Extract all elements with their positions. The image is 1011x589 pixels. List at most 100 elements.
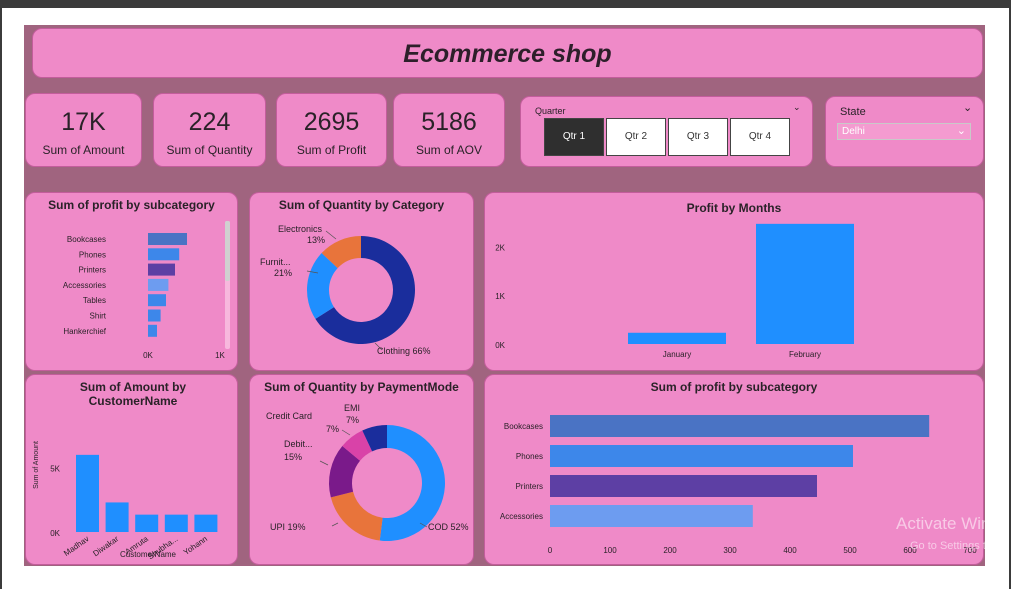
- tick-label: 0K: [143, 351, 153, 360]
- tick-label: 2K: [495, 243, 505, 252]
- category-label: Diwakar: [91, 534, 120, 558]
- kpi-card-aov[interactable]: 5186 Sum of AOV: [393, 93, 505, 167]
- leader-line: [331, 522, 339, 527]
- slice-label: Electronics: [278, 224, 323, 234]
- leader-line: [306, 270, 319, 274]
- quarter-option-qtr2[interactable]: Qtr 2: [606, 118, 666, 156]
- kpi-value: 224: [188, 108, 231, 136]
- tick-label: 1K: [215, 351, 225, 360]
- bar: [550, 445, 853, 467]
- category-label: Shirt: [90, 312, 107, 321]
- category-label: Phones: [516, 452, 543, 461]
- chart-card-amount-customer[interactable]: Sum of Amount by CustomerName 0K 5K Madhav…: [25, 374, 238, 565]
- chart-title: Sum of Amount by CustomerName: [79, 380, 187, 408]
- window-top-border: [0, 0, 1011, 8]
- kpi-label: Sum of AOV: [415, 143, 483, 157]
- kpi-value: 17K: [61, 108, 106, 136]
- bar: [550, 415, 930, 437]
- chevron-down-icon[interactable]: ⌄: [963, 102, 973, 114]
- slice-label: UPI 19%: [270, 522, 306, 532]
- chevron-down-icon[interactable]: ⌄: [793, 102, 801, 112]
- bar: [148, 324, 157, 337]
- chart-profit-months: 0K 1K 2K January February: [495, 223, 854, 359]
- bar: [105, 502, 129, 532]
- scrollbar-thumb: [225, 221, 230, 281]
- chart-title: Sum of Quantity by Category: [278, 198, 445, 212]
- category-label: Printers: [78, 266, 106, 275]
- chart-card-quantity-category[interactable]: Sum of Quantity by Category Clothing 66%…: [249, 192, 474, 371]
- leader-line: [325, 230, 337, 240]
- donut-slice: [315, 236, 415, 344]
- quarter-option-qtr3[interactable]: Qtr 3: [668, 118, 728, 156]
- slice-label: Furnit...: [260, 257, 291, 267]
- kpi-card-quantity[interactable]: 224 Sum of Quantity: [153, 93, 266, 167]
- kpi-card-profit[interactable]: 2695 Sum of Profit: [276, 93, 387, 167]
- state-dropdown-value: Delhi: [842, 126, 865, 137]
- leader-line: [341, 429, 351, 436]
- tick-label: 600: [903, 546, 917, 555]
- kpi-value: 5186: [421, 108, 477, 136]
- kpi-value: 2695: [303, 108, 360, 136]
- chevron-down-icon: ⌄: [956, 125, 966, 137]
- kpi-label: Sum of Profit: [296, 143, 367, 157]
- bar: [76, 454, 99, 532]
- category-label: February: [789, 350, 821, 359]
- chart-profit-subcategory-large: Bookcases Phones Printers Accessories 0 100 20…: [500, 415, 977, 555]
- y-axis-label: Sum of Amount: [33, 441, 40, 489]
- chart-title: Sum of Quantity by PaymentMode: [264, 380, 459, 394]
- chart-card-quantity-payment[interactable]: Sum of Quantity by PaymentMode COD 52% UP…: [249, 374, 474, 565]
- slice-pct: 13%: [307, 235, 325, 245]
- slice-pct: 21%: [274, 268, 292, 278]
- slice-label: Clothing 66%: [377, 346, 431, 356]
- donut-slice: [362, 425, 387, 452]
- slice-label: Debit...: [284, 439, 313, 449]
- x-axis-label: CustomerName: [120, 550, 177, 559]
- quarter-slicer: Quarter ⌄ Qtr 1 Qtr 2 Qtr 3 Qtr 4: [520, 96, 813, 167]
- tick-label: 700: [963, 546, 977, 555]
- bar: [628, 332, 726, 344]
- bar: [135, 514, 159, 532]
- donut-slice: [329, 446, 361, 498]
- chart-title: Sum of profit by subcategory: [48, 198, 215, 212]
- category-label: January: [663, 350, 691, 359]
- donut-slice: [379, 425, 445, 541]
- slice-pct: 7%: [346, 415, 359, 425]
- slice-label: COD 52%: [428, 522, 469, 532]
- window-left-border: [0, 0, 2, 589]
- bar: [148, 309, 161, 322]
- chart-quantity-payment: COD 52% UPI 19% Debit... 15% Credit Card 7% EM…: [266, 403, 469, 541]
- bar: [164, 514, 188, 532]
- category-label: Tables: [83, 296, 106, 305]
- chart-card-profit-subcategory-large[interactable]: Sum of profit by subcategory Bookcases Ph…: [484, 374, 984, 565]
- bar: [148, 233, 187, 245]
- kpi-label: Sum of Amount: [42, 143, 125, 157]
- tick-label: 5K: [50, 465, 60, 474]
- tick-label: 400: [783, 546, 797, 555]
- tick-label: 500: [843, 546, 857, 555]
- state-dropdown[interactable]: Delhi ⌄: [837, 123, 971, 140]
- category-label: Hankerchief: [63, 327, 106, 336]
- chart-title: Sum of profit by subcategory: [650, 380, 818, 394]
- chart-card-profit-subcategory[interactable]: Sum of profit by subcategory Bookcases Ph…: [25, 192, 238, 371]
- category-label: Phones: [79, 250, 106, 259]
- category-label: Accessories: [500, 512, 543, 521]
- bar: [148, 248, 180, 261]
- slice-pct: 7%: [326, 424, 339, 434]
- slice-pct: 15%: [284, 452, 302, 462]
- tick-label: 100: [603, 546, 617, 555]
- quarter-option-qtr1[interactable]: Qtr 1: [544, 118, 604, 156]
- quarter-option-qtr4[interactable]: Qtr 4: [730, 118, 790, 156]
- chart-card-profit-months[interactable]: Profit by Months 0K 1K 2K January February: [484, 192, 984, 371]
- donut-slice: [342, 430, 373, 461]
- bar: [148, 278, 169, 291]
- bar: [148, 263, 175, 276]
- bar: [550, 505, 753, 527]
- donut-slice: [330, 491, 383, 541]
- kpi-card-amount[interactable]: 17K Sum of Amount: [25, 93, 142, 167]
- bar: [756, 223, 854, 344]
- tick-label: 1K: [495, 292, 505, 301]
- tick-label: 0K: [50, 529, 60, 538]
- leader-line: [374, 342, 383, 351]
